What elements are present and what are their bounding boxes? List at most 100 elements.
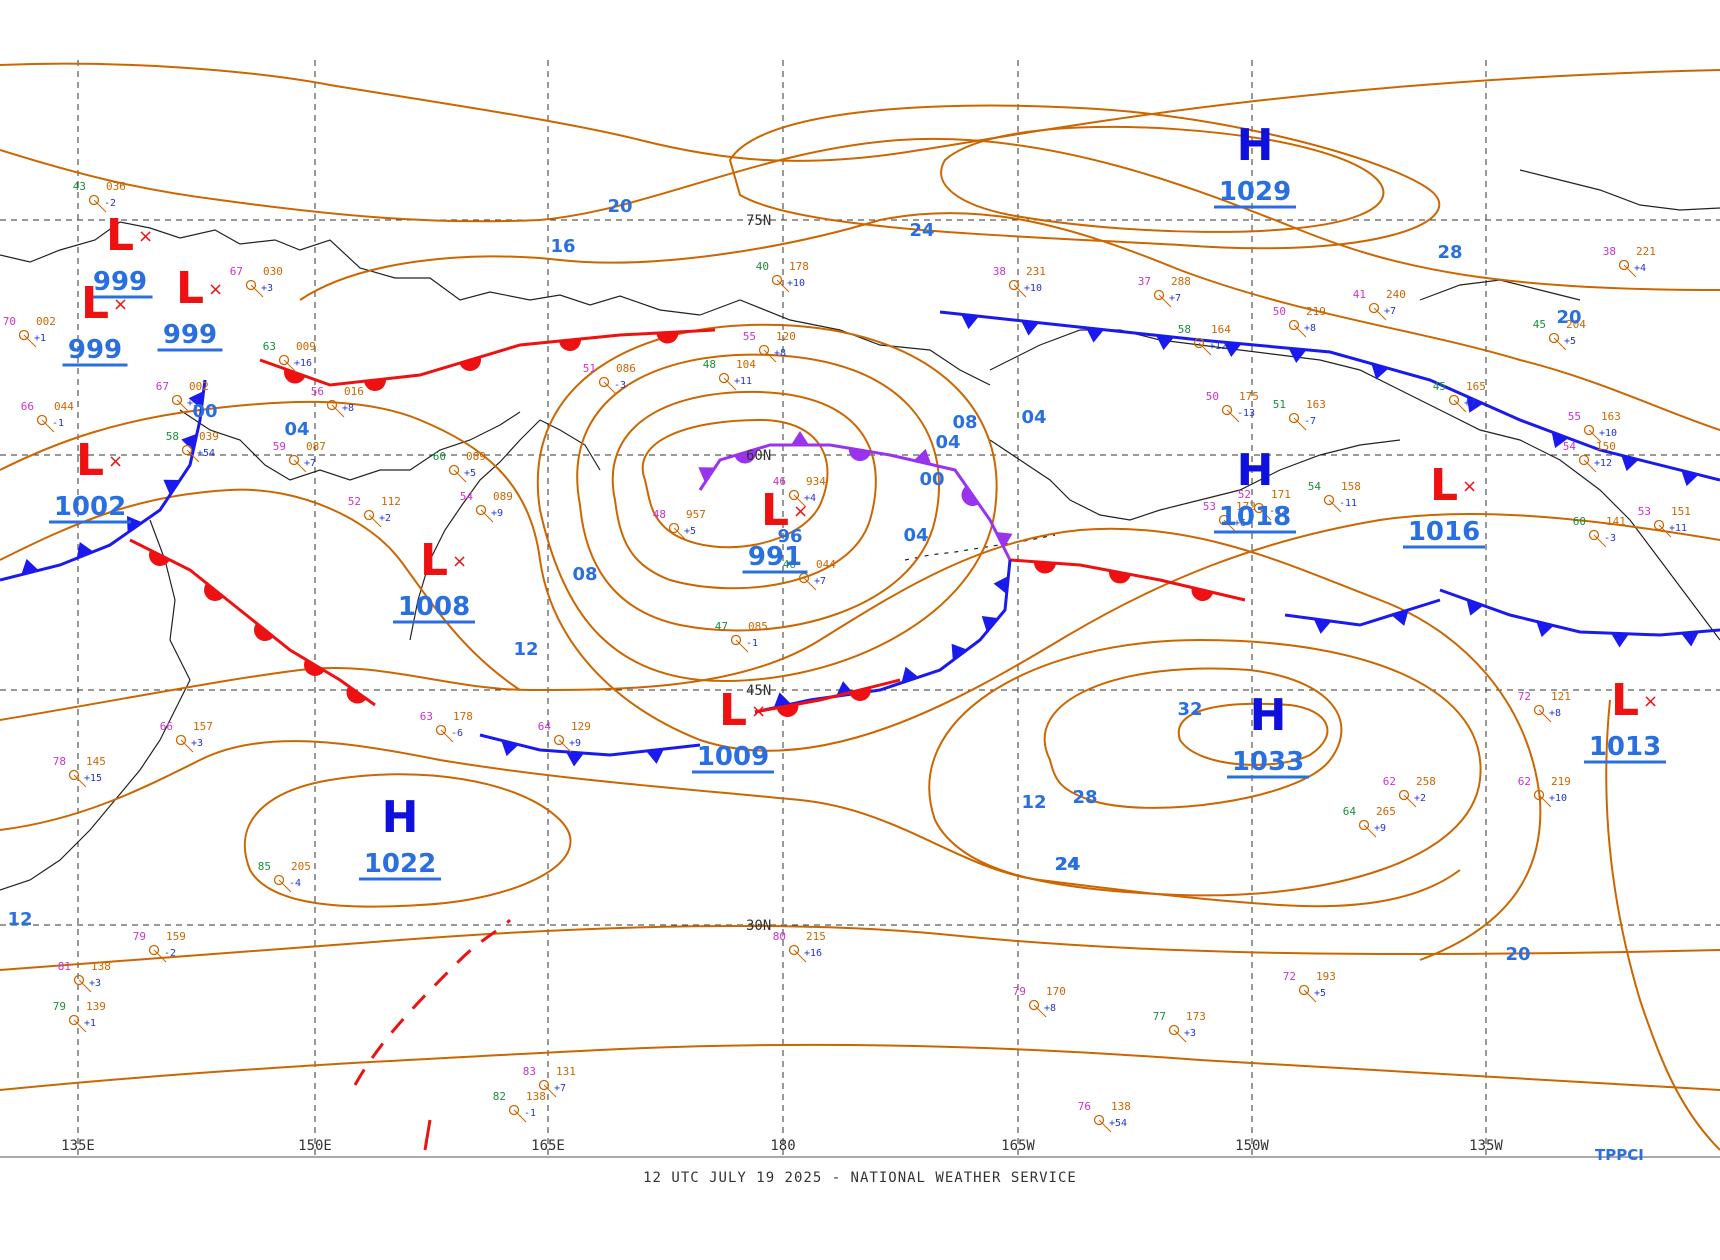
- station-plot: 46 934 +4: [773, 475, 826, 508]
- central-pressure: 1008: [398, 592, 470, 622]
- station-tendency: +12: [1594, 458, 1612, 469]
- cold-front-line: [1439, 588, 1720, 637]
- station-circle: [73, 974, 85, 986]
- wind-barb: [180, 739, 194, 753]
- station-temperature: 52: [1238, 488, 1251, 501]
- station-plot: 51 086 -3: [583, 362, 636, 395]
- station-pressure: 219: [1551, 775, 1571, 788]
- wind-barb: [331, 404, 345, 418]
- station-tendency: +12: [1209, 341, 1227, 352]
- occluded-front-pip: [961, 485, 979, 506]
- warm-front-pip: [204, 583, 224, 601]
- station-pressure: 205: [291, 860, 311, 873]
- station-tendency: +10: [787, 278, 805, 289]
- station-temperature: 66: [160, 720, 173, 733]
- station-circle: [553, 734, 565, 746]
- low-pressure-center: L × 1009: [692, 685, 774, 774]
- station-tendency: +7: [1384, 306, 1396, 317]
- coastline-canada-arctic: [1419, 169, 1720, 301]
- warm-front-pip: [1191, 587, 1214, 602]
- station-tendency: +9: [491, 508, 503, 519]
- wind-barb: [1258, 507, 1272, 521]
- low-symbol: L: [420, 535, 448, 586]
- station-circle: [1533, 704, 1545, 716]
- isobar-label: 00: [919, 469, 944, 490]
- station-tendency: +9: [569, 738, 581, 749]
- station-plot: 67 002 +3: [156, 380, 209, 413]
- station-circle: [538, 1079, 550, 1091]
- low-pressure-center: L × 999: [62, 278, 128, 367]
- station-temperature: 46: [773, 475, 786, 488]
- isobar-label: 20: [607, 196, 632, 217]
- station-pressure: 172: [1236, 500, 1256, 513]
- wind-barb: [1373, 307, 1387, 321]
- station-plot: 70 002 +1: [3, 315, 56, 348]
- station-pressure: 044: [816, 558, 836, 571]
- wind-barb: [1553, 337, 1567, 351]
- station-plot: 79 170 +8: [1013, 985, 1066, 1018]
- cold-front-pip: [993, 576, 1009, 594]
- station-tendency: +8: [1044, 1003, 1056, 1014]
- station-temperature: 64: [1343, 805, 1357, 818]
- high-symbol: H: [1250, 690, 1287, 741]
- wind-barb: [278, 879, 292, 893]
- wind-barb: [186, 449, 200, 463]
- station-pressure: 002: [36, 315, 56, 328]
- central-pressure: 1029: [1219, 177, 1291, 207]
- cold-front-pip: [1086, 327, 1104, 343]
- longitude-label: 150W: [1235, 1138, 1269, 1154]
- station-plot: 60 089 +5: [433, 450, 486, 483]
- station-tendency: +8: [342, 403, 354, 414]
- station-pressure: 163: [1306, 398, 1326, 411]
- station-tendency: +8: [774, 348, 786, 359]
- occluded-front-pip: [698, 467, 715, 483]
- high-pressure-center: H 1022: [359, 792, 441, 881]
- station-plot: 72 121 +8: [1518, 690, 1571, 723]
- wind-barb: [176, 399, 190, 413]
- station-temperature: 48: [703, 358, 716, 371]
- station-tendency: +1: [84, 1018, 96, 1029]
- station-circle: [1008, 279, 1020, 291]
- station-pressure: 131: [556, 1065, 576, 1078]
- cold-front-pip: [1391, 609, 1409, 626]
- warm-front-pip: [656, 331, 679, 344]
- wind-barb: [603, 381, 617, 395]
- station-tendency: -6: [451, 728, 463, 739]
- wind-barb: [93, 199, 107, 213]
- cold-front-pip: [901, 666, 919, 683]
- isobar: [728, 104, 1441, 250]
- station-plot: 55 163 +10: [1568, 410, 1621, 443]
- station-circle: [18, 329, 30, 341]
- station-temperature: 45: [1433, 380, 1446, 393]
- cold-front-pip: [1466, 599, 1484, 616]
- station-pressure: 934: [806, 475, 826, 488]
- wind-barb: [793, 494, 807, 508]
- isobar-label: 04: [284, 419, 309, 440]
- station-tendency: +3: [187, 398, 199, 409]
- station-tendency: +11: [1669, 523, 1687, 534]
- station-temperature: 76: [1078, 1100, 1091, 1113]
- station-plot: 52 112 +2: [348, 495, 401, 528]
- wind-barb: [1363, 824, 1377, 838]
- corner-label: TPPCI: [1595, 1146, 1644, 1164]
- central-pressure: 999: [68, 335, 122, 365]
- isobar-label: 12: [513, 639, 538, 660]
- station-pressure: 171: [1271, 488, 1291, 501]
- station-plot: 79 159 -2: [133, 930, 186, 963]
- station-plot: 46 044 +7: [783, 558, 836, 591]
- cold-front-pip: [1681, 631, 1699, 647]
- low-center-x-icon: ×: [108, 451, 123, 472]
- trough-line: [353, 918, 512, 1086]
- station-circle: [1323, 494, 1335, 506]
- station-tendency: +1: [34, 333, 46, 344]
- wind-barb: [1223, 519, 1237, 533]
- station-pressure: 215: [806, 930, 826, 943]
- central-pressure: 1016: [1408, 517, 1480, 547]
- station-pressure: 030: [263, 265, 283, 278]
- station-pressure: 221: [1636, 245, 1656, 258]
- low-center-x-icon: ×: [113, 294, 128, 315]
- cold-front-pip: [646, 749, 664, 764]
- station-tendency: +3: [261, 283, 273, 294]
- station-temperature: 83: [523, 1065, 536, 1078]
- station-circle: [175, 734, 187, 746]
